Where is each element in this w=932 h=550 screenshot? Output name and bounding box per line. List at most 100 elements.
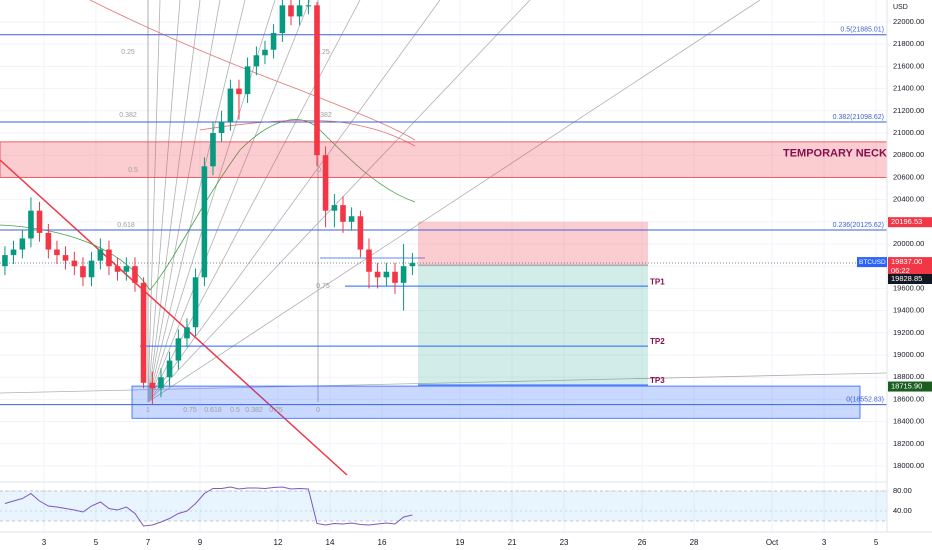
fib-label: 0.382 xyxy=(314,112,332,119)
candle-body xyxy=(357,216,364,250)
price-tag-label: 20196.53 xyxy=(891,217,922,226)
neckline-zone xyxy=(0,141,888,178)
candle-body xyxy=(270,33,277,50)
fib-label: 0.75 xyxy=(316,283,330,290)
fib-level-label: 0.236(20125.62) xyxy=(833,222,884,229)
y-tick-label: 18200.00 xyxy=(893,439,924,448)
x-tick-label: 19 xyxy=(456,538,465,547)
price-tag-label: 18715.90 xyxy=(891,382,922,391)
candle-body xyxy=(314,5,320,156)
candle-body xyxy=(279,5,286,34)
candle-body xyxy=(106,249,112,267)
candle-body xyxy=(54,249,60,256)
countdown: 06:22 xyxy=(891,266,910,275)
symbol-tag xyxy=(857,257,887,268)
y-tick-label: 19400.00 xyxy=(893,306,924,315)
candle-body xyxy=(348,216,355,222)
price-tag-label: 19828.85 xyxy=(891,274,922,283)
support-zone xyxy=(131,385,861,419)
candle-body xyxy=(400,266,407,283)
x-tick-label: 3 xyxy=(822,538,827,547)
fib-label: 0.5 xyxy=(230,407,240,414)
x-tick-label: 5 xyxy=(94,538,99,547)
gann-fan xyxy=(0,0,888,403)
candle-body xyxy=(262,49,268,56)
fib-label: 0.5 xyxy=(317,167,327,174)
y-tick-label: 19000.00 xyxy=(893,350,924,359)
stop-zone xyxy=(418,221,648,266)
symbol-label: BTCUSD xyxy=(859,259,886,266)
y-tick-label: 21200.00 xyxy=(893,106,924,115)
rsi-tick-label: 40.00 xyxy=(893,506,912,515)
fib-label: 0.618 xyxy=(117,222,135,229)
candle-body xyxy=(374,271,381,278)
y-tick-label: 21000.00 xyxy=(893,128,924,137)
candle-body xyxy=(10,249,17,256)
candle-body xyxy=(158,377,164,389)
candle-body xyxy=(340,205,346,222)
fib-label: 0.5 xyxy=(128,167,138,174)
candle-body xyxy=(409,262,416,267)
fib-label: 0.25 xyxy=(121,49,135,56)
candle-body xyxy=(184,327,190,339)
fib-label: 0.25 xyxy=(316,49,330,56)
candle-body xyxy=(192,277,199,328)
price-tag xyxy=(888,257,932,278)
y-tick-label: 20800.00 xyxy=(893,150,924,159)
trend-line xyxy=(0,159,348,476)
price-tag xyxy=(888,273,932,284)
candle-body xyxy=(132,266,138,283)
x-tick-label: 21 xyxy=(508,538,517,547)
x-tick-label: Oct xyxy=(766,538,779,547)
price-tag xyxy=(888,217,932,228)
candle-body xyxy=(36,210,43,233)
fib-label: 0.382 xyxy=(119,112,137,119)
y-tick-label: 22000.00 xyxy=(893,17,924,26)
candle-body xyxy=(210,132,216,167)
candle-body xyxy=(71,260,78,267)
y-tick-label: 18000.00 xyxy=(893,461,924,470)
price-tag-label: 19837.00 xyxy=(891,257,922,266)
candle-body xyxy=(88,260,95,278)
y-tick-label: 21600.00 xyxy=(893,61,924,70)
candle-body xyxy=(123,266,130,272)
currency-label: USD xyxy=(893,4,908,11)
x-tick-label: 3 xyxy=(42,538,47,547)
x-tick-label: 26 xyxy=(638,538,647,547)
target-label: TP3 xyxy=(650,376,665,385)
rsi-tick-label: 80.00 xyxy=(893,486,912,495)
candle-body xyxy=(331,205,338,211)
candle-body xyxy=(80,266,86,278)
candle-body xyxy=(218,121,225,133)
candle-body xyxy=(296,5,303,17)
x-tick-label: 7 xyxy=(146,538,151,547)
y-tick-label: 20000.00 xyxy=(893,239,924,248)
candle-body xyxy=(305,5,312,7)
y-tick-label: 18400.00 xyxy=(893,417,924,426)
fib-label: 0.75 xyxy=(183,407,197,414)
candle-body xyxy=(166,360,173,378)
y-tick-label: 18800.00 xyxy=(893,372,924,381)
rsi-line xyxy=(4,486,413,527)
y-tick-label: 20400.00 xyxy=(893,195,924,204)
moving-average xyxy=(89,0,416,141)
decor xyxy=(0,0,888,476)
fib-level-label: 0.5(21885.01) xyxy=(840,27,884,34)
fib-label: 0.618 xyxy=(204,407,222,414)
candle-body xyxy=(2,255,8,267)
x-tick-label: 28 xyxy=(690,538,699,547)
candle-body xyxy=(236,88,242,95)
candle-body xyxy=(392,271,398,283)
target-label: TP1 xyxy=(650,277,665,286)
fib-label: 1 xyxy=(146,407,150,414)
zone-label: TEMPORARY NECKLI xyxy=(783,148,897,160)
fib-level-label: 0(18552.83) xyxy=(846,396,884,403)
candle-body xyxy=(244,66,251,95)
target-zone xyxy=(418,265,648,385)
candle-body xyxy=(114,266,121,272)
candle-body xyxy=(366,249,372,272)
fib-label: 0.382 xyxy=(245,407,263,414)
candle-body xyxy=(28,210,34,239)
x-tick-label: 16 xyxy=(378,538,387,547)
